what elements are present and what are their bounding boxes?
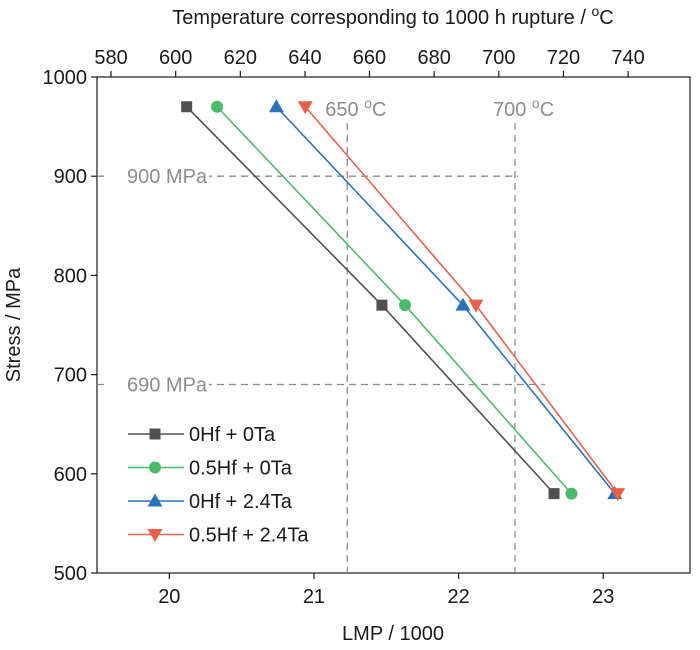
reference-label-background xyxy=(109,371,209,396)
top-axis-title: Temperature corresponding to 1000 h rupt… xyxy=(172,3,613,29)
y-tick-label: 700 xyxy=(54,365,87,387)
data-point xyxy=(610,488,626,502)
data-point xyxy=(399,299,412,312)
legend: 0Hf + 0Ta 0.5Hf + 0Ta 0Hf + 2.4Ta 0.5Hf + 2… xyxy=(128,424,309,547)
top-axis: 580 600 620 640 660 680 700 720 740 xyxy=(94,47,645,77)
y-tick-label: 800 xyxy=(54,265,87,287)
x-tick-label: 20 xyxy=(158,586,180,608)
y-tick-label: 900 xyxy=(54,166,87,188)
reference-label: 650 oC xyxy=(325,95,386,121)
legend-label: 0Hf + 0Ta xyxy=(189,424,276,446)
x-tick-label: 21 xyxy=(303,586,325,608)
legend-marker xyxy=(147,493,163,507)
top-tick-label: 720 xyxy=(547,47,580,69)
data-point xyxy=(468,299,484,313)
data-point xyxy=(376,299,388,311)
y-tick-label: 600 xyxy=(54,464,87,486)
top-tick-label: 700 xyxy=(482,47,515,69)
top-tick-label: 640 xyxy=(288,47,321,69)
x-tick-label: 22 xyxy=(447,586,469,608)
top-tick-label: 680 xyxy=(417,47,450,69)
top-tick-label: 740 xyxy=(611,47,644,69)
reference-label: 700 oC xyxy=(493,95,554,121)
data-point xyxy=(455,297,471,311)
y-tick-label: 500 xyxy=(54,563,87,585)
data-point xyxy=(548,488,560,500)
x-tick-label: 23 xyxy=(592,586,614,608)
x-axis: 20 21 22 23 xyxy=(158,573,614,608)
legend-marker xyxy=(149,461,161,474)
data-point xyxy=(297,101,313,115)
legend-label: 0Hf + 2.4Ta xyxy=(189,491,293,513)
data-point xyxy=(565,487,578,500)
legend-label: 0.5Hf + 2.4Ta xyxy=(189,525,309,547)
y-tick-label: 1000 xyxy=(43,67,88,89)
top-tick-label: 580 xyxy=(94,47,127,69)
legend-label: 0.5Hf + 0Ta xyxy=(189,458,293,480)
y-axis-title: Stress / MPa xyxy=(3,267,25,382)
legend-marker xyxy=(149,428,161,440)
reference-label: 690 MPa xyxy=(127,375,208,397)
series-markers xyxy=(181,99,626,502)
data-point xyxy=(181,101,193,113)
y-axis: 500 600 700 800 900 1000 xyxy=(43,67,97,585)
x-axis-title: LMP / 1000 xyxy=(342,623,444,645)
data-point xyxy=(211,100,224,113)
reference-label-background xyxy=(109,163,209,188)
data-point xyxy=(268,99,284,113)
plot-area xyxy=(96,76,691,574)
reference-labels: 900 MPa 690 MPa 650 oC 700 oC xyxy=(109,95,554,397)
top-tick-label: 620 xyxy=(224,47,257,69)
legend-marker xyxy=(147,529,163,542)
top-tick-label: 660 xyxy=(353,47,386,69)
top-tick-label: 600 xyxy=(159,47,192,69)
reference-label: 900 MPa xyxy=(127,166,208,188)
